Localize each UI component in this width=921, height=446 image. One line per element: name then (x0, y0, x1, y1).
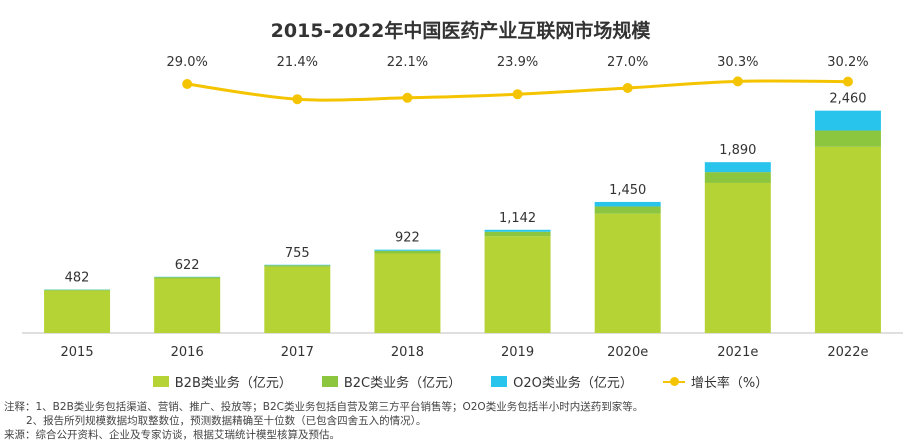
bar-b2c-2016 (154, 277, 221, 279)
bar-b2b-2021e (704, 182, 771, 333)
legend-swatch-growth (662, 376, 685, 387)
total-label-2020e: 1,450 (609, 183, 646, 198)
bar-b2b-2019 (484, 236, 551, 333)
total-label-2015: 482 (65, 270, 90, 285)
x-tick-label-2015: 2015 (61, 345, 94, 360)
note-line-1: 注释：1、B2B类业务包括渠道、营销、推广、投放等；B2C类业务包括自营及第三方… (4, 401, 644, 413)
bar-b2b-2022e (814, 146, 881, 333)
legend-label-growth: 增长率（%） (690, 376, 769, 391)
x-tick-label-2020e: 2020e (607, 345, 648, 360)
growth-point-2018 (402, 92, 413, 103)
growth-label-2020e: 27.0% (607, 55, 648, 70)
growth-point-2017 (292, 94, 303, 105)
x-tick-label-2021e: 2021e (717, 345, 758, 360)
growth-point-2020e (622, 83, 633, 93)
growth-label-2021e: 30.3% (717, 55, 758, 70)
total-label-2019: 1,142 (499, 211, 536, 226)
bar-b2b-2018 (374, 253, 441, 333)
bar-b2b-2016 (154, 278, 221, 333)
bar-b2c-2021e (704, 172, 771, 183)
legend-item-b2b: B2B类业务（亿元） (152, 372, 292, 391)
legend-item-growth: 增长率（%） (662, 372, 769, 391)
growth-point-2021e (732, 76, 743, 87)
bar-b2b-2020e (594, 213, 661, 333)
bar-o2o-2020e (594, 201, 661, 207)
total-label-2021e: 1,890 (719, 143, 756, 158)
bar-b2b-2015 (44, 290, 111, 333)
legend-swatch-b2b (152, 376, 169, 387)
bar-b2c-2015 (44, 289, 111, 291)
total-label-2018: 922 (395, 231, 420, 246)
legend-label-b2b: B2B类业务（亿元） (174, 376, 292, 391)
growth-point-2022e (842, 76, 853, 87)
bar-o2o-2019 (484, 229, 551, 232)
x-tick-label-2018: 2018 (391, 345, 424, 360)
legend-item-b2c: B2C类业务（亿元） (321, 372, 462, 391)
bar-b2c-2019 (484, 231, 551, 237)
legend-item-o2o: O2O类业务（亿元） (491, 372, 633, 391)
legend-label-o2o: O2O类业务（亿元） (513, 376, 633, 391)
bar-o2o-2022e (814, 110, 881, 131)
note-line-2: 2、报告所列规模数据均取整数位，预测数据精确至十位数（已包含四舍五入的情况）。 (26, 415, 427, 427)
x-tick-label-2022e: 2022e (827, 345, 868, 360)
growth-point-2019 (512, 89, 523, 100)
chart-legend: B2B类业务（亿元） B2C类业务（亿元） O2O类业务（亿元） 增长率（%） (0, 372, 921, 391)
chart-title: 2015-2022年中国医药产业互联网市场规模 (270, 20, 651, 42)
growth-point-2016 (182, 79, 193, 89)
bar-b2c-2022e (814, 130, 881, 147)
bar-o2o-2018 (374, 249, 441, 251)
total-label-2022e: 2,460 (829, 92, 866, 107)
growth-label-2017: 21.4% (277, 55, 318, 70)
source-line: 来源：综合公开资料、企业及专家访谈，根据艾瑞统计模型核算及预估。 (4, 429, 340, 441)
bar-b2b-2017 (264, 266, 331, 333)
legend-label-b2c: B2C类业务（亿元） (343, 376, 462, 391)
bar-b2c-2017 (264, 265, 331, 267)
growth-label-2022e: 30.2% (827, 55, 868, 70)
total-label-2017: 755 (285, 246, 310, 261)
total-label-2016: 622 (175, 258, 200, 273)
bar-b2c-2018 (374, 250, 441, 254)
x-tick-label-2016: 2016 (171, 345, 204, 360)
bar-o2o-2021e (704, 162, 771, 173)
bar-b2c-2020e (594, 206, 661, 214)
growth-label-2019: 23.9% (497, 55, 538, 70)
chart-notes: 注释：1、B2B类业务包括渠道、营销、推广、投放等；B2C类业务包括自营及第三方… (4, 400, 643, 442)
legend-swatch-o2o (491, 376, 508, 387)
legend-swatch-b2c (321, 376, 338, 387)
growth-label-2016: 29.0% (167, 55, 208, 70)
x-tick-label-2017: 2017 (281, 345, 314, 360)
x-tick-label-2019: 2019 (501, 345, 534, 360)
growth-label-2018: 22.1% (387, 55, 428, 70)
